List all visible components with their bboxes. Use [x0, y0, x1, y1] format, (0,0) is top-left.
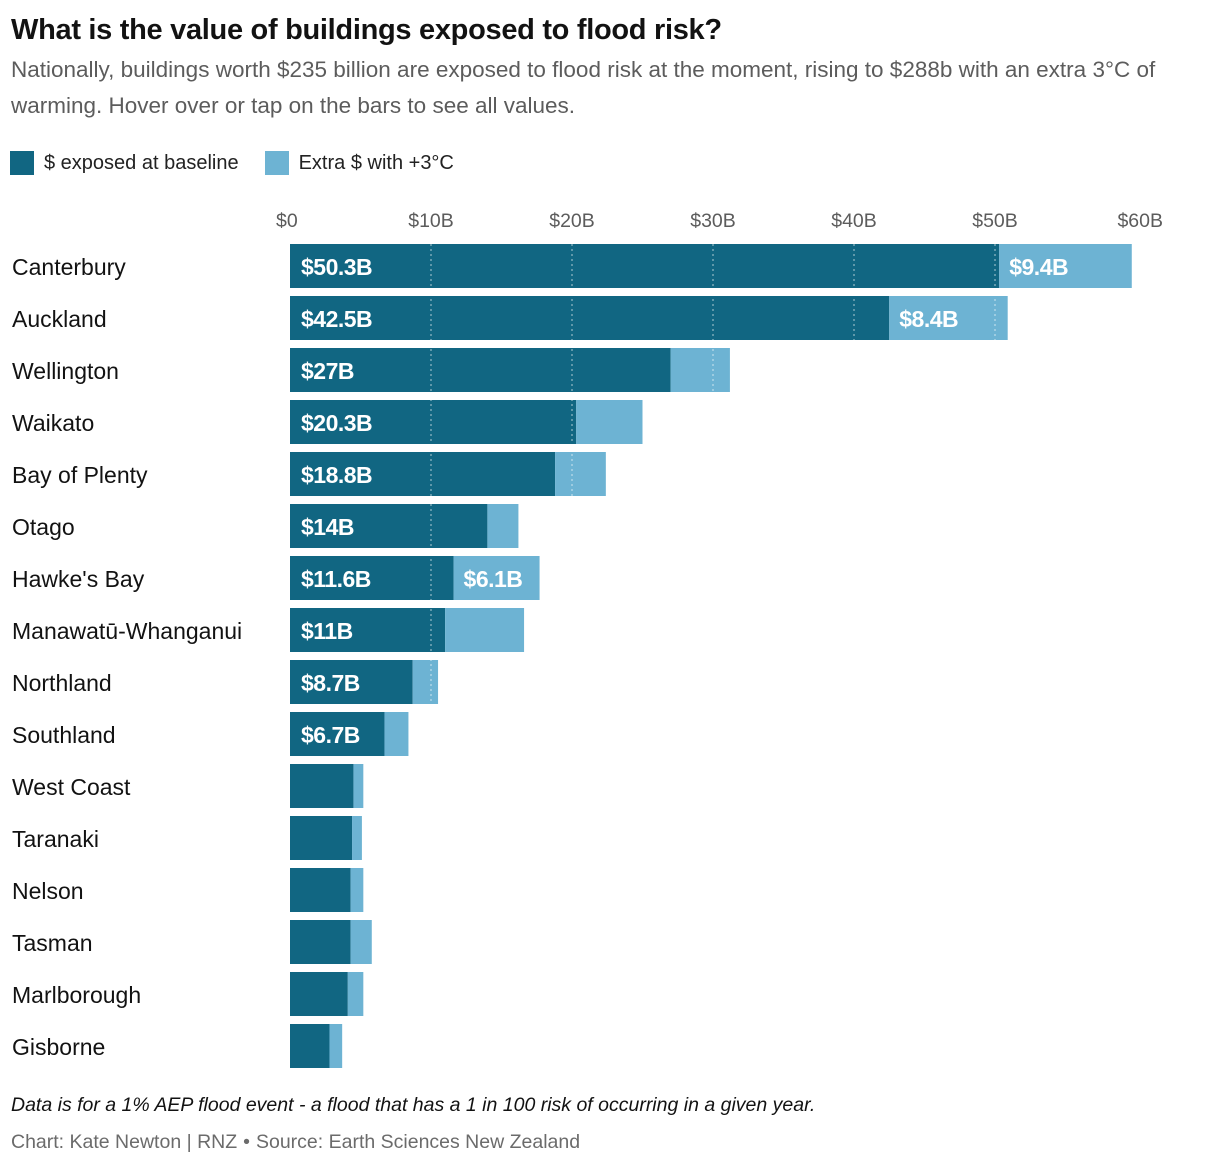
value-label-baseline: $8.7B	[301, 670, 360, 696]
bar-extra-warming[interactable]	[576, 400, 643, 444]
bar-extra-warming[interactable]	[347, 972, 364, 1016]
bar-extra-warming[interactable]	[999, 244, 1132, 288]
x-tick-label: $40B	[831, 210, 877, 232]
value-label-baseline: $6.7B	[301, 722, 360, 748]
legend-item-extra: Extra $ with +3°C	[264, 151, 454, 175]
chart-subtitle: Nationally, buildings worth $235 billion…	[11, 57, 1156, 118]
value-label-baseline: $20.3B	[301, 410, 372, 436]
legend-label-baseline: $ exposed at baseline	[44, 151, 239, 174]
value-label-extra: $6.1B	[464, 566, 523, 592]
bar-baseline[interactable]	[290, 556, 454, 600]
bar-baseline[interactable]	[290, 972, 348, 1016]
legend-item-baseline: $ exposed at baseline	[10, 151, 239, 175]
x-tick-label: $30B	[690, 210, 736, 232]
bar-extra-warming[interactable]	[487, 504, 519, 548]
legend: $ exposed at baseline Extra $ with +3°C	[10, 151, 480, 175]
x-tick-label: $0	[276, 210, 298, 232]
x-tick-label: $10B	[408, 210, 454, 232]
bar-baseline[interactable]	[290, 660, 413, 704]
value-label-baseline: $42.5B	[301, 306, 372, 332]
value-label-baseline: $18.8B	[301, 462, 372, 488]
category-label: Northland	[12, 670, 112, 696]
bar-baseline[interactable]	[290, 920, 351, 964]
legend-label-extra: Extra $ with +3°C	[298, 151, 454, 174]
category-label: Southland	[12, 722, 116, 748]
bar-baseline[interactable]	[290, 244, 1000, 288]
category-label: Otago	[12, 514, 75, 540]
gridlines	[430, 244, 1137, 1068]
bar-extra-warming[interactable]	[670, 348, 730, 392]
category-label: Canterbury	[12, 254, 126, 280]
bar-baseline[interactable]	[290, 868, 351, 912]
bar-baseline[interactable]	[290, 712, 385, 756]
value-label-baseline: $11B	[301, 618, 353, 644]
bar-baseline[interactable]	[290, 504, 488, 548]
bar-baseline[interactable]	[290, 764, 354, 808]
category-labels: Canterbury Auckland Wellington Waikato Bay o…	[12, 254, 242, 1060]
value-label-baseline: $50.3B	[301, 254, 372, 280]
bar-extra-warming[interactable]	[445, 608, 525, 652]
bar-extra-warming[interactable]	[353, 764, 364, 808]
bar-extra-warming[interactable]	[350, 868, 364, 912]
x-tick-label: $50B	[972, 210, 1018, 232]
value-label-baseline: $14B	[301, 514, 354, 540]
category-label: Hawke's Bay	[12, 566, 145, 592]
category-label: Nelson	[12, 878, 84, 904]
bar-extra-warming[interactable]	[412, 660, 439, 704]
value-label-baseline: $27B	[301, 358, 354, 384]
category-label: Manawatū-Whanganui	[12, 618, 242, 644]
category-label: Auckland	[12, 306, 107, 332]
credit-line: Chart: Kate Newton | RNZ • Source: Earth S…	[11, 1131, 580, 1154]
category-label: Waikato	[12, 410, 94, 436]
bars	[290, 244, 1132, 1068]
bar-baseline[interactable]	[290, 400, 577, 444]
chart-credit: Chart: Kate Newton | RNZ	[11, 1131, 238, 1153]
value-label-baseline: $11.6B	[301, 566, 371, 592]
bar-baseline[interactable]	[290, 296, 890, 340]
bar-baseline[interactable]	[290, 452, 556, 496]
chart-title: What is the value of buildings exposed t…	[11, 14, 722, 46]
bar-extra-warming[interactable]	[350, 920, 372, 964]
separator-dot: •	[243, 1131, 250, 1153]
x-axis: $0 $10B $20B $30B $40B $50B $60B	[276, 210, 1163, 232]
category-label: Tasman	[12, 930, 93, 956]
bar-extra-warming[interactable]	[329, 1024, 343, 1068]
footnote: Data is for a 1% AEP flood event - a flo…	[11, 1094, 816, 1116]
legend-swatch-baseline	[10, 151, 34, 175]
legend-swatch-extra	[264, 151, 289, 175]
category-label: Gisborne	[12, 1034, 105, 1060]
bar-extra-warming[interactable]	[352, 816, 362, 860]
x-tick-label: $60B	[1117, 210, 1163, 232]
category-label: Taranaki	[12, 826, 99, 852]
bar-baseline[interactable]	[290, 1024, 330, 1068]
bar-chart: $0 $10B $20B $30B $40B $50B $60B Canterbury Auc…	[12, 210, 1163, 1068]
value-label-extra: $8.4B	[899, 306, 958, 332]
bar-baseline[interactable]	[290, 816, 353, 860]
value-labels: $50.3B $9.4B $42.5B $8.4B $27B $20.3B $18.8B $1…	[301, 254, 1069, 748]
category-label: Wellington	[12, 358, 119, 384]
bar-extra-warming[interactable]	[453, 556, 540, 600]
x-tick-label: $20B	[549, 210, 595, 232]
source-credit: Source: Earth Sciences New Zealand	[255, 1131, 581, 1153]
bar-baseline[interactable]	[290, 608, 446, 652]
bar-extra-warming[interactable]	[384, 712, 409, 756]
category-label: West Coast	[12, 774, 131, 800]
value-label-extra: $9.4B	[1009, 254, 1068, 280]
category-label: Marlborough	[12, 982, 141, 1008]
category-label: Bay of Plenty	[12, 462, 148, 488]
bar-baseline[interactable]	[290, 348, 671, 392]
bar-extra-warming[interactable]	[555, 452, 606, 496]
bar-extra-warming[interactable]	[889, 296, 1008, 340]
